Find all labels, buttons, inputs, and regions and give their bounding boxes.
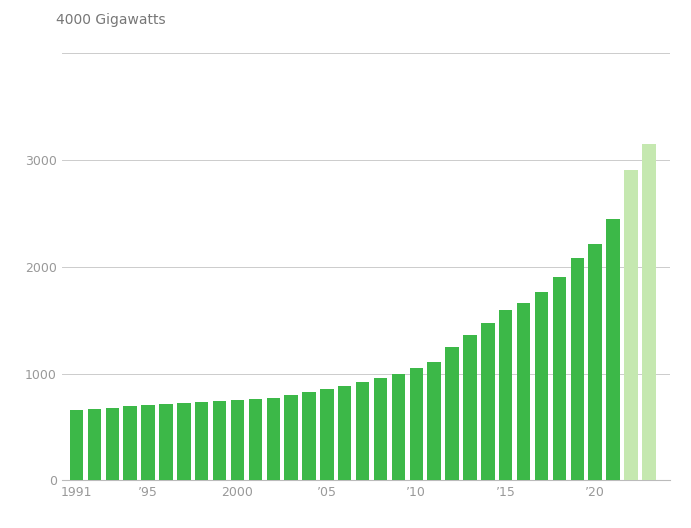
Bar xyxy=(106,408,119,480)
Bar xyxy=(499,310,513,480)
Bar xyxy=(410,368,423,480)
Bar xyxy=(267,398,280,480)
Bar xyxy=(338,386,352,480)
Bar xyxy=(285,395,298,480)
Bar xyxy=(195,402,209,480)
Bar xyxy=(642,144,656,480)
Bar xyxy=(481,323,495,480)
Bar xyxy=(392,374,405,480)
Bar xyxy=(356,382,370,480)
Bar xyxy=(463,335,477,480)
Bar xyxy=(70,410,83,480)
Bar xyxy=(177,403,191,480)
Bar xyxy=(446,347,459,480)
Bar xyxy=(249,399,262,480)
Bar xyxy=(553,277,566,480)
Bar xyxy=(374,378,387,480)
Bar xyxy=(571,258,584,480)
Bar xyxy=(320,389,334,480)
Bar xyxy=(606,219,620,480)
Bar xyxy=(589,244,602,480)
Text: 4000 Gigawatts: 4000 Gigawatts xyxy=(56,13,166,27)
Bar xyxy=(159,404,173,480)
Bar xyxy=(302,392,316,480)
Bar xyxy=(124,406,137,480)
Bar xyxy=(88,409,101,480)
Bar xyxy=(213,401,226,480)
Bar xyxy=(517,303,530,480)
Bar xyxy=(535,293,548,480)
Bar xyxy=(231,400,244,480)
Bar xyxy=(428,362,441,480)
Bar xyxy=(142,404,155,480)
Bar xyxy=(624,171,638,480)
